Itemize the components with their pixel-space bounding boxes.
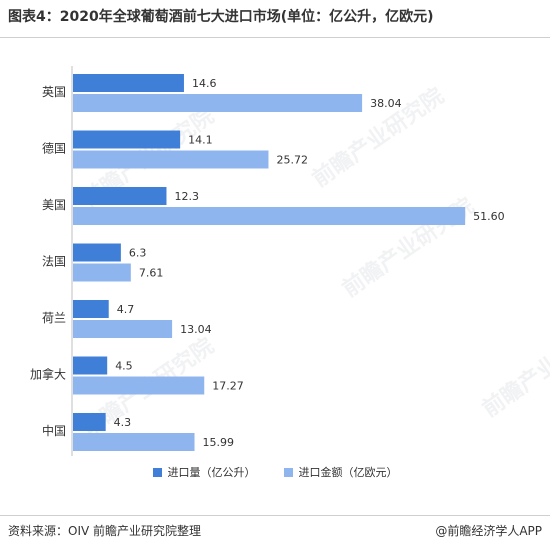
category-label: 英国 — [42, 85, 66, 99]
category-label: 德国 — [42, 141, 66, 156]
bar-volume — [73, 74, 184, 92]
data-label: 4.5 — [115, 360, 133, 373]
footer-divider — [0, 515, 550, 516]
data-label: 14.6 — [192, 77, 217, 90]
bar-value — [73, 94, 363, 112]
title-divider — [0, 37, 550, 38]
source-note: 资料来源：OIV 前瞻产业研究院整理 — [8, 524, 202, 538]
legend-swatch-value — [283, 467, 293, 477]
brand-note: @前瞻经济学人APP — [435, 524, 542, 538]
data-label: 25.72 — [276, 154, 308, 167]
bar-volume — [73, 300, 109, 318]
data-label: 6.3 — [129, 247, 147, 260]
data-label: 13.04 — [180, 323, 212, 336]
bar-volume — [73, 130, 181, 149]
legend-item-value: 进口金额（亿欧元） — [283, 464, 398, 480]
bar-value — [73, 150, 269, 169]
data-label: 4.3 — [114, 416, 131, 429]
data-label: 17.27 — [212, 380, 244, 393]
category-label: 荷兰 — [42, 311, 66, 325]
data-label: 38.04 — [370, 97, 402, 110]
bar-value — [73, 207, 466, 225]
legend-label-volume: 进口量（亿公升） — [167, 466, 256, 479]
bar-value — [73, 263, 131, 282]
data-label: 7.61 — [139, 267, 164, 280]
legend-swatch-volume — [152, 467, 162, 477]
data-label: 51.60 — [473, 210, 505, 223]
bar-value — [73, 433, 195, 451]
data-label: 15.99 — [203, 436, 235, 449]
chart-legend: 进口量（亿公升） 进口金额（亿欧元） — [0, 464, 550, 480]
category-label: 加拿大 — [30, 367, 66, 382]
chart-title: 图表4：2020年全球葡萄酒前七大进口市场(单位：亿公升，亿欧元) — [8, 9, 434, 25]
bar-value — [73, 320, 173, 338]
category-label: 美国 — [42, 198, 66, 212]
bar-volume — [73, 187, 167, 205]
data-label: 14.1 — [188, 134, 213, 147]
legend-label-value: 进口金额（亿欧元） — [298, 466, 398, 479]
bar-value — [73, 376, 205, 395]
data-label: 12.3 — [174, 190, 199, 203]
data-label: 4.7 — [117, 303, 135, 316]
bar-volume — [73, 413, 106, 431]
bar-volume — [73, 243, 121, 262]
legend-item-volume: 进口量（亿公升） — [152, 464, 256, 480]
category-label: 中国 — [42, 423, 66, 438]
bar-volume — [73, 356, 108, 375]
category-label: 法国 — [42, 255, 66, 269]
bar-chart: 英国 14.6 38.04 德国 14.1 25.72 美国 12.3 51.60 法国 6.3 7.… — [30, 66, 505, 456]
